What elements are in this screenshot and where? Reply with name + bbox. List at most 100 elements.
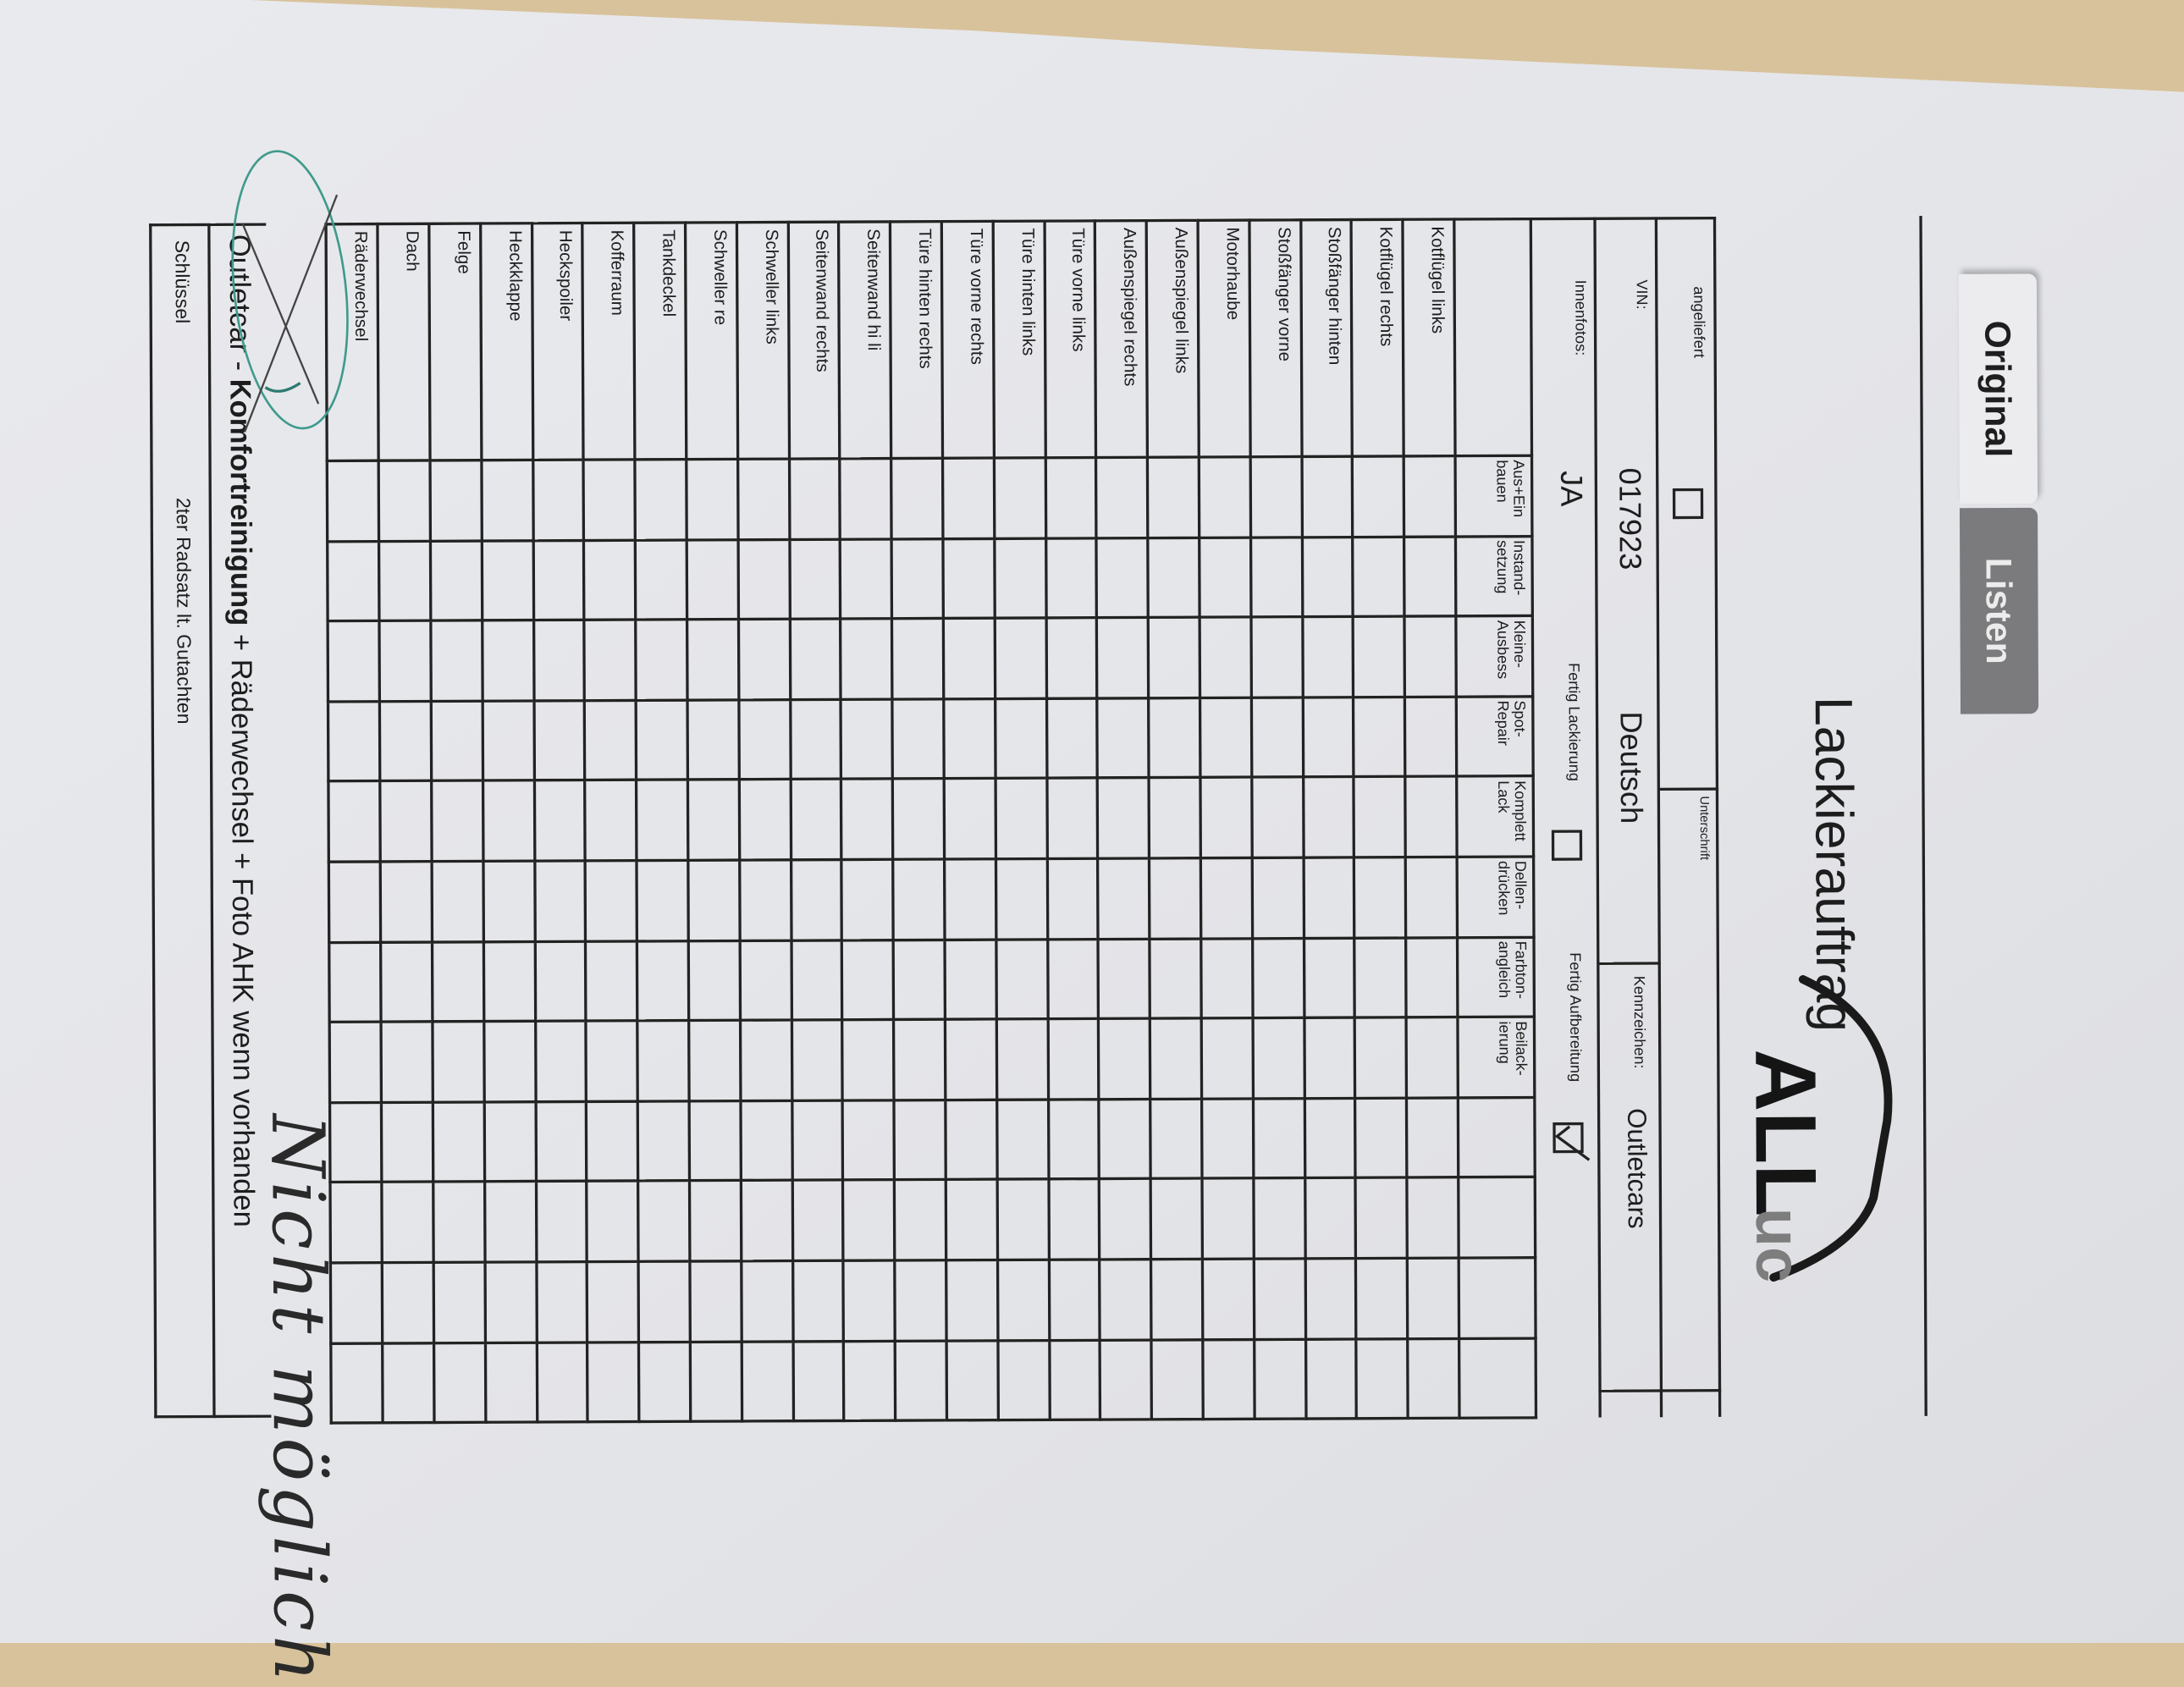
grid-cell[interactable]	[1252, 937, 1304, 1018]
grid-cell[interactable]	[844, 1340, 896, 1421]
grid-cell[interactable]	[738, 619, 791, 700]
grid-cell[interactable]	[1249, 456, 1302, 538]
grid-cell[interactable]	[482, 700, 534, 781]
grid-cell[interactable]	[1097, 697, 1150, 779]
grid-cell[interactable]	[1045, 457, 1097, 538]
grid-cell[interactable]	[329, 1022, 382, 1103]
grid-cell[interactable]	[1407, 1257, 1459, 1338]
grid-cell[interactable]	[1253, 1258, 1305, 1339]
grid-cell[interactable]	[687, 619, 739, 700]
grid-cell[interactable]	[687, 539, 739, 620]
grid-cell[interactable]	[687, 780, 740, 861]
grid-cell[interactable]	[1356, 1258, 1409, 1339]
grid-cell[interactable]	[995, 697, 1047, 779]
grid-cell[interactable]	[1302, 616, 1354, 697]
grid-cell[interactable]	[1405, 857, 1458, 938]
grid-cell[interactable]	[737, 538, 790, 620]
grid-cell[interactable]	[587, 1181, 639, 1262]
grid-cell[interactable]	[740, 1100, 792, 1181]
grid-cell[interactable]	[1045, 697, 1098, 779]
grid-cell[interactable]	[482, 620, 534, 701]
angeliefert-checkbox[interactable]	[1672, 488, 1704, 520]
grid-cell[interactable]	[1046, 778, 1099, 859]
grid-cell[interactable]	[1252, 1017, 1304, 1099]
grid-cell[interactable]	[994, 457, 1046, 538]
grid-cell[interactable]	[433, 1262, 486, 1343]
grid-cell[interactable]	[842, 1019, 895, 1100]
grid-cell[interactable]	[379, 701, 432, 782]
grid-cell[interactable]	[792, 1340, 845, 1421]
grid-cell[interactable]	[636, 780, 688, 861]
grid-cell[interactable]	[1405, 776, 1458, 857]
grid-cell[interactable]	[637, 940, 689, 1022]
grid-cell[interactable]	[483, 1101, 536, 1183]
grid-cell[interactable]	[1251, 697, 1304, 778]
grid-cell[interactable]	[584, 620, 637, 701]
grid-cell[interactable]	[1407, 1177, 1459, 1259]
grid-cell[interactable]	[1202, 1338, 1255, 1420]
grid-cell[interactable]	[994, 618, 1046, 699]
grid-cell[interactable]	[1149, 857, 1201, 939]
grid-cell[interactable]	[739, 940, 791, 1021]
grid-cell[interactable]	[1100, 1259, 1152, 1340]
grid-cell[interactable]	[943, 698, 995, 780]
grid-cell[interactable]	[483, 940, 536, 1022]
grid-cell[interactable]	[1354, 697, 1406, 778]
grid-cell[interactable]	[687, 860, 740, 941]
grid-cell[interactable]	[946, 1340, 999, 1421]
grid-cell[interactable]	[637, 1100, 690, 1182]
grid-cell[interactable]	[584, 539, 637, 620]
grid-cell[interactable]	[1356, 1337, 1409, 1419]
grid-cell[interactable]	[841, 698, 893, 780]
grid-cell[interactable]	[1355, 1097, 1408, 1178]
grid-cell[interactable]	[891, 538, 944, 620]
grid-cell[interactable]	[378, 460, 431, 541]
grid-cell[interactable]	[1301, 536, 1354, 617]
grid-cell[interactable]	[329, 861, 382, 942]
grid-cell[interactable]	[635, 539, 687, 620]
grid-cell[interactable]	[1404, 455, 1456, 537]
grid-cell[interactable]	[1096, 457, 1149, 538]
grid-cell[interactable]	[381, 1022, 433, 1103]
grid-cell[interactable]	[587, 1100, 639, 1182]
grid-cell[interactable]	[1047, 1099, 1100, 1180]
grid-cell[interactable]	[1097, 617, 1150, 698]
grid-cell[interactable]	[996, 1099, 1049, 1180]
grid-cell[interactable]	[944, 778, 996, 859]
grid-cell[interactable]	[1200, 857, 1253, 939]
grid-cell[interactable]	[1250, 537, 1303, 618]
grid-cell[interactable]	[1045, 538, 1098, 619]
grid-cell[interactable]	[328, 781, 381, 863]
grid-cell[interactable]	[893, 1019, 946, 1100]
grid-cell[interactable]	[431, 700, 483, 781]
grid-cell[interactable]	[1099, 1099, 1151, 1180]
grid-cell[interactable]	[585, 700, 637, 781]
grid-cell[interactable]	[328, 540, 380, 621]
grid-cell[interactable]	[383, 1342, 435, 1424]
grid-cell[interactable]	[534, 940, 587, 1022]
grid-cell[interactable]	[328, 620, 380, 702]
grid-cell[interactable]	[1404, 696, 1457, 777]
grid-cell[interactable]	[737, 459, 790, 540]
grid-cell[interactable]	[1253, 1098, 1305, 1179]
grid-cell[interactable]	[689, 1100, 742, 1182]
grid-cell[interactable]	[1150, 938, 1202, 1019]
grid-cell[interactable]	[1147, 456, 1200, 538]
grid-cell[interactable]	[995, 939, 1048, 1020]
grid-cell[interactable]	[841, 859, 894, 940]
grid-cell[interactable]	[996, 1179, 1049, 1260]
grid-cell[interactable]	[1404, 616, 1457, 697]
grid-cell[interactable]	[533, 620, 586, 701]
grid-cell[interactable]	[689, 1260, 742, 1342]
grid-cell[interactable]	[432, 861, 484, 942]
grid-cell[interactable]	[1097, 778, 1150, 859]
tab-original[interactable]: Original	[1958, 273, 2038, 504]
grid-cell[interactable]	[1046, 858, 1099, 940]
grid-cell[interactable]	[329, 941, 382, 1023]
grid-cell[interactable]	[1304, 1017, 1356, 1099]
grid-cell[interactable]	[1254, 1338, 1306, 1420]
grid-cell[interactable]	[892, 698, 945, 780]
grid-cell[interactable]	[1200, 617, 1252, 698]
grid-cell[interactable]	[483, 1021, 536, 1102]
grid-cell[interactable]	[1404, 536, 1456, 617]
